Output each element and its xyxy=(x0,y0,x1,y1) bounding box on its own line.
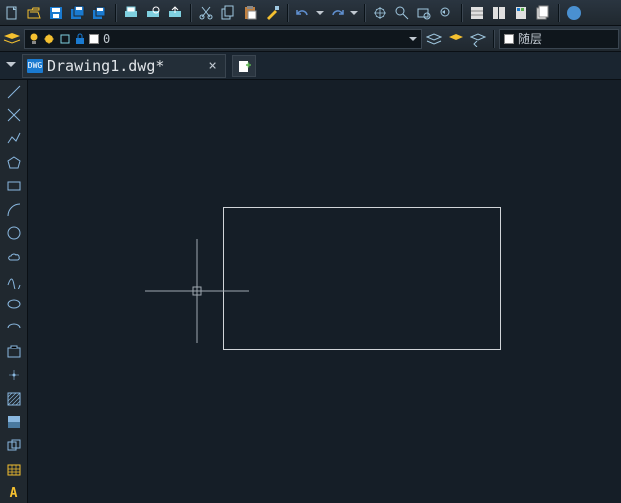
zoom-window-icon[interactable] xyxy=(414,3,434,23)
redo-icon[interactable] xyxy=(327,3,347,23)
save-as-icon[interactable] xyxy=(68,3,88,23)
color-swatch-icon xyxy=(89,34,99,44)
table-tool-icon[interactable] xyxy=(3,460,25,480)
open-icon[interactable] xyxy=(24,3,44,23)
pan-icon[interactable] xyxy=(370,3,390,23)
model-space[interactable] xyxy=(28,80,621,503)
new-icon[interactable] xyxy=(2,3,22,23)
line-tool-icon[interactable] xyxy=(3,82,25,102)
match-prop-icon[interactable] xyxy=(262,3,282,23)
toolbar-standard xyxy=(0,0,621,26)
separator xyxy=(461,4,462,22)
layer-dropdown[interactable]: 0 xyxy=(24,29,422,49)
region-tool-icon[interactable] xyxy=(3,436,25,456)
undo-icon[interactable] xyxy=(293,3,313,23)
sheet-set-icon[interactable] xyxy=(533,3,553,23)
bylayer-dropdown[interactable]: 随层 xyxy=(499,29,619,49)
layer-uniso-icon[interactable] xyxy=(446,29,466,49)
ellipse-arc-tool-icon[interactable] xyxy=(3,318,25,338)
zoom-icon[interactable] xyxy=(392,3,412,23)
point-tool-icon[interactable] xyxy=(3,365,25,385)
close-icon[interactable]: × xyxy=(208,59,216,73)
hatch-tool-icon[interactable] xyxy=(3,389,25,409)
crosshair-cursor xyxy=(28,80,621,503)
properties-icon[interactable] xyxy=(467,3,487,23)
chevron-down-icon xyxy=(409,37,417,45)
separator xyxy=(493,30,494,48)
freeze-icon xyxy=(43,33,55,45)
plot-preview-icon[interactable] xyxy=(143,3,163,23)
undo-menu-icon[interactable] xyxy=(315,3,325,23)
layer-prev-icon[interactable] xyxy=(468,29,488,49)
paste-icon[interactable] xyxy=(240,3,260,23)
save-icon[interactable] xyxy=(46,3,66,23)
save-all-icon[interactable] xyxy=(90,3,110,23)
circle-tool-icon[interactable] xyxy=(3,224,25,244)
tab-filename: Drawing1.dwg* xyxy=(47,57,164,75)
layer-iso-icon[interactable] xyxy=(424,29,444,49)
separator xyxy=(364,4,365,22)
revcloud-tool-icon[interactable] xyxy=(3,247,25,267)
tab-menu-icon[interactable] xyxy=(6,62,16,72)
document-tab-strip: DWG Drawing1.dwg* × xyxy=(0,52,621,80)
ucs-icon xyxy=(59,33,71,45)
help-icon[interactable] xyxy=(564,3,584,23)
plot-icon[interactable] xyxy=(121,3,141,23)
color-swatch-icon xyxy=(504,34,514,44)
gradient-tool-icon[interactable] xyxy=(3,413,25,433)
cut-icon[interactable] xyxy=(196,3,216,23)
tool-palette-icon[interactable] xyxy=(511,3,531,23)
new-tab-button[interactable] xyxy=(232,55,256,77)
separator xyxy=(558,4,559,22)
spline-tool-icon[interactable] xyxy=(3,271,25,291)
ellipse-tool-icon[interactable] xyxy=(3,294,25,314)
arc-tool-icon[interactable] xyxy=(3,200,25,220)
copy-icon[interactable] xyxy=(218,3,238,23)
ray-tool-icon[interactable] xyxy=(3,106,25,126)
draw-toolbar: A xyxy=(0,80,28,503)
layer-properties-icon[interactable] xyxy=(2,29,22,49)
dwg-doc-icon: DWG xyxy=(27,59,43,73)
zoom-prev-icon[interactable] xyxy=(436,3,456,23)
publish-icon[interactable] xyxy=(165,3,185,23)
current-layer-name: 0 xyxy=(103,32,405,46)
separator xyxy=(287,4,288,22)
separator xyxy=(190,4,191,22)
toolbar-layers: 0 随层 xyxy=(0,26,621,52)
polyline-tool-icon[interactable] xyxy=(3,129,25,149)
lightbulb-icon xyxy=(29,33,39,45)
mtext-tool-icon[interactable]: A xyxy=(3,483,25,503)
redo-menu-icon[interactable] xyxy=(349,3,359,23)
rectangle-tool-icon[interactable] xyxy=(3,176,25,196)
bylayer-label: 随层 xyxy=(518,30,614,47)
separator xyxy=(115,4,116,22)
document-tab[interactable]: DWG Drawing1.dwg* × xyxy=(22,54,226,78)
polygon-tool-icon[interactable] xyxy=(3,153,25,173)
lock-icon xyxy=(75,33,85,45)
design-center-icon[interactable] xyxy=(489,3,509,23)
block-tool-icon[interactable] xyxy=(3,342,25,362)
